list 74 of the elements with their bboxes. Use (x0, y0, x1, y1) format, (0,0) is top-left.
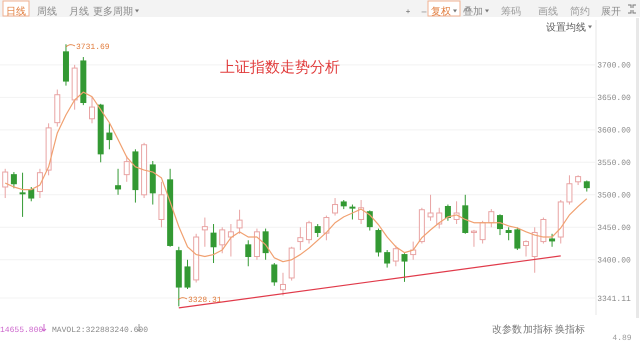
candlestick (549, 233, 556, 248)
text: — (420, 8, 427, 17)
candlestick (28, 186, 34, 202)
candlestick (280, 272, 286, 296)
candlestick (297, 226, 304, 251)
y-tick-label: 3550.00 (597, 159, 631, 168)
text: 筹码 (501, 6, 521, 18)
y-tick-label: 3450.00 (597, 224, 631, 234)
candlestick (20, 172, 26, 218)
candlestick (523, 240, 530, 258)
text: 上证指数走势分析 (220, 58, 340, 76)
candlestick (566, 174, 572, 206)
candlestick (36, 168, 43, 199)
candlestick (470, 229, 477, 248)
text: 更多周期 (93, 6, 133, 18)
candlestick (340, 199, 347, 210)
text: 展开 (601, 6, 621, 18)
candlestick (10, 172, 17, 189)
candlestick (89, 96, 96, 124)
annotation: 设置均线 (546, 22, 586, 34)
candlestick (584, 180, 590, 192)
text: 4.89 (612, 334, 632, 341)
candlestick (436, 207, 442, 230)
candlestick (245, 240, 252, 267)
y-tick-label: 3500.00 (597, 192, 631, 201)
text: + (406, 8, 411, 17)
text: 14655.800 (0, 326, 44, 335)
candlestick (349, 204, 356, 220)
candlestick (332, 198, 338, 216)
candlestick (124, 155, 130, 182)
candlestick (210, 224, 217, 264)
text: 加指标 (523, 324, 553, 336)
candlestick (575, 174, 582, 186)
candlestick (366, 210, 373, 232)
candlestick (271, 262, 278, 286)
candlestick (262, 228, 269, 260)
candlestick (323, 215, 330, 241)
candlestick (514, 226, 520, 251)
text: 画线 (538, 6, 558, 18)
candlestick (402, 252, 408, 282)
candlestick (496, 214, 503, 236)
candlestick (488, 208, 494, 228)
y-tick-label: 3400.00 (597, 256, 631, 266)
text: 简约 (570, 6, 590, 18)
candlestick (444, 204, 451, 222)
annotation: 3328.31 (188, 296, 222, 305)
y-tick-label: 3341.11 (597, 294, 631, 304)
y-tick-label: 3600.00 (597, 126, 631, 136)
candlestick (115, 168, 122, 196)
candlestick (506, 226, 512, 241)
candlestick (306, 220, 312, 244)
y-tick-label: 3650.00 (597, 94, 631, 104)
text: 周线 (37, 6, 57, 18)
candlestick (428, 194, 434, 222)
text: 复权 (431, 6, 451, 18)
candlestick (384, 250, 390, 268)
text: 月线 (69, 6, 89, 18)
candlestick (236, 209, 243, 234)
text: 换指标 (555, 324, 585, 336)
candlestick (202, 217, 208, 248)
text: 日线 (6, 6, 26, 18)
text: MAVOL2:322883240.600 (52, 326, 148, 335)
candlestick (480, 220, 486, 244)
candlestick (219, 226, 226, 254)
text: 改参数 (492, 324, 522, 336)
candlestick (314, 224, 321, 238)
candlestick (392, 244, 399, 267)
candlestick (540, 217, 546, 244)
candlestick (184, 259, 190, 290)
y-tick-label: 3700.00 (597, 62, 631, 71)
candlestick (375, 228, 382, 258)
text: 叠加 (463, 6, 483, 18)
candlestick (106, 122, 112, 150)
annotation: 3731.69 (76, 42, 110, 52)
